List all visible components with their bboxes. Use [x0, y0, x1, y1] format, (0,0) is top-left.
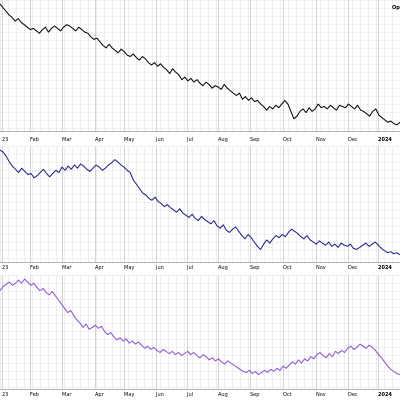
chart-panel-2: 23 Feb Mar Apr May Jun Jul Aug Sep Oct Nov Dec 2024	[0, 146, 400, 271]
x-tick-label: 2024	[378, 265, 392, 271]
x-tick-label: May	[124, 137, 134, 143]
x-tick-label: Dec	[348, 137, 358, 143]
x-tick-label: Jun	[155, 137, 164, 143]
x-tick-label: Nov	[316, 392, 326, 398]
x-tick-label: Sep	[250, 137, 259, 143]
x-tick-label: Sep	[250, 265, 259, 271]
x-tick-label: Nov	[316, 265, 326, 271]
x-tick-label: Dec	[348, 392, 358, 398]
x-tick-label: Oct	[283, 137, 292, 143]
x-tick-label: Jun	[155, 265, 164, 271]
chart-panel-1: 23 Feb Mar Apr May Jun Jul Aug Sep Oct Nov Dec 2024	[0, 0, 400, 143]
x-tick-label: Mar	[62, 265, 72, 271]
x-tick-label: Aug	[218, 392, 228, 398]
x-tick-label: Apr	[95, 265, 105, 271]
x-tick-label: Oct	[283, 392, 292, 398]
series-line	[0, 278, 400, 376]
series-line	[0, 149, 400, 256]
x-tick-label: Jun	[155, 392, 164, 398]
x-tick-label: Feb	[30, 265, 39, 271]
x-tick-label: Nov	[316, 137, 326, 143]
x-tick-label: Mar	[62, 392, 72, 398]
x-tick-label: Oct	[283, 265, 292, 271]
x-tick-label: Aug	[218, 137, 228, 143]
x-tick-label: Aug	[218, 265, 228, 271]
x-tick-label: May	[124, 392, 134, 398]
x-tick-label: Feb	[30, 392, 39, 398]
x-tick-label: 23	[2, 137, 8, 143]
x-tick-label: 23	[2, 392, 8, 398]
x-tick-label: 23	[2, 265, 8, 271]
x-tick-label: Apr	[95, 392, 105, 398]
corner-label: Op	[392, 5, 400, 11]
x-tick-label: Jul	[186, 137, 193, 143]
x-tick-label: Jul	[186, 392, 193, 398]
chart-panel-3: 23 Feb Mar Apr May Jun Jul Aug Sep Oct Nov Dec 2024	[0, 275, 400, 398]
series-line	[0, 3, 400, 126]
x-tick-label: Mar	[62, 137, 72, 143]
x-tick-label: May	[124, 265, 134, 271]
x-tick-label: Sep	[250, 392, 259, 398]
x-tick-label: 2024	[378, 392, 392, 398]
x-tick-label: Dec	[348, 265, 358, 271]
x-tick-label: Feb	[30, 137, 39, 143]
x-tick-label: Apr	[95, 137, 105, 143]
x-tick-label: Jul	[186, 265, 193, 271]
x-tick-label: 2024	[378, 137, 392, 143]
